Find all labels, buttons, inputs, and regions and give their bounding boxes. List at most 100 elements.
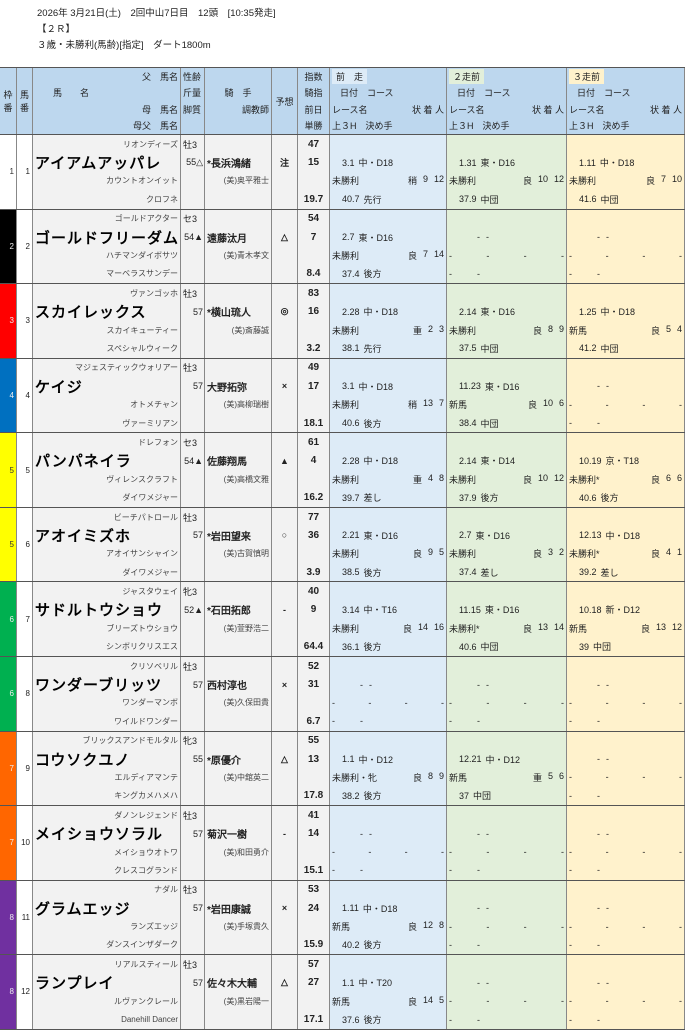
finish-position: 10: [542, 398, 553, 409]
empty-mark: -: [597, 679, 600, 690]
past-race-l3f-style: 40.6 後方: [330, 413, 447, 433]
empty-mark: -: [678, 847, 682, 858]
empty-race-line: --: [567, 935, 685, 955]
past-race-date-course: 12.13 中・D18: [567, 526, 685, 545]
header-race-name: レース名: [449, 104, 485, 115]
jockey-name[interactable]: *長浜鴻緒: [205, 153, 272, 172]
race-name: 新馬: [449, 400, 468, 411]
empty-race-line: --: [447, 861, 567, 880]
empty-mark: -: [486, 697, 490, 708]
last-3f: 40.7: [342, 194, 360, 205]
race-name: 未勝利*: [569, 474, 600, 485]
empty-mark: -: [678, 772, 682, 783]
jockey-name[interactable]: *石田拓郎: [205, 600, 272, 620]
jockey-name[interactable]: *岩田康誠: [205, 899, 272, 918]
popularity: 9: [558, 323, 564, 334]
trainer-name: (美)萱野浩二: [205, 619, 272, 638]
past-race-l3f-style: 41.6 中団: [567, 190, 685, 209]
past-race-l3f-style: 40.7 先行: [330, 190, 447, 209]
past-race-l3f-style: 39.2 差し: [567, 562, 685, 582]
prev-day-odds: [298, 320, 330, 340]
spacer: [181, 935, 205, 955]
finish-position: 14: [422, 994, 433, 1005]
empty-mark: -: [597, 828, 600, 839]
popularity: 9: [438, 770, 444, 781]
empty-mark: -: [486, 977, 489, 988]
spacer: [330, 656, 447, 676]
empty-mark: -: [642, 697, 646, 708]
empty-race-line: --: [447, 227, 567, 247]
sire-name: ナダル: [33, 880, 181, 900]
spacer: [272, 395, 298, 414]
popularity: 7: [438, 398, 444, 409]
finish-position: 9: [422, 174, 428, 185]
jockey-name[interactable]: 遠藤汰月: [205, 227, 272, 247]
horse-name[interactable]: パンパネイラ: [33, 451, 181, 471]
race-course: 東・D16: [358, 232, 394, 243]
last-3f: 37.9: [459, 194, 477, 205]
dam-name: スカイキューティー: [33, 320, 181, 340]
empty-mark: -: [486, 903, 489, 914]
running-style: 後方: [363, 269, 382, 280]
sex-age: 牡3: [181, 358, 205, 378]
empty-race-line: --: [567, 973, 685, 992]
win-odds: 17.1: [298, 1010, 330, 1029]
jockey-name[interactable]: 大野拓弥: [205, 377, 272, 396]
jockey-name[interactable]: 佐藤翔馬: [205, 451, 272, 471]
empty-mark: -: [560, 250, 564, 261]
frame-number: 5: [0, 433, 17, 507]
spacer: [447, 284, 567, 303]
spacer: [205, 806, 272, 825]
last-3f: 41.6: [579, 194, 597, 205]
empty-mark: -: [523, 921, 527, 932]
spacer: [181, 339, 205, 358]
empty-mark: -: [332, 865, 335, 876]
horse-name[interactable]: スカイレックス: [33, 302, 181, 321]
spacer: [447, 731, 567, 750]
track-condition: 良: [402, 623, 412, 634]
prediction-mark: -: [272, 824, 298, 843]
horse-name[interactable]: アイアムアッパレ: [33, 153, 181, 172]
past-race-date-course: 12.21 中・D12: [447, 749, 567, 769]
horse-name[interactable]: ランプレイ: [33, 973, 181, 992]
empty-mark: -: [477, 977, 480, 988]
trainer-name: (美)古賀慎明: [205, 544, 272, 563]
jockey-name[interactable]: *横山琉人: [205, 302, 272, 321]
header-cond-fin-pop: 状 着 人: [531, 104, 564, 115]
horse-name[interactable]: サドルトウショウ: [33, 600, 181, 620]
popularity: 1: [676, 547, 682, 558]
horse-name[interactable]: ケイジ: [33, 377, 181, 396]
spacer: [181, 488, 205, 507]
past-race-date-course: 2.14 東・D14: [447, 451, 567, 471]
popularity: 12: [433, 174, 444, 185]
sire-name: ビーチパトロール: [33, 507, 181, 527]
prev-day-odds: [298, 246, 330, 265]
jockey-name[interactable]: 西村淳也: [205, 675, 272, 694]
horse-name[interactable]: ワンダーブリッツ: [33, 675, 181, 694]
frame-number: 1: [0, 135, 17, 209]
horse-name[interactable]: アオイミズホ: [33, 526, 181, 545]
jockey-name[interactable]: *原優介: [205, 749, 272, 769]
horse-name[interactable]: ゴールドフリーダム: [33, 227, 181, 247]
track-condition: 良: [522, 474, 532, 485]
style-empty: [181, 693, 205, 713]
running-style: 差し: [600, 567, 619, 578]
track-condition: 良: [407, 251, 417, 262]
jockey-name[interactable]: *岩田望来: [205, 526, 272, 545]
last-3f: 38.5: [342, 567, 360, 578]
horse-row: 5 5 ドレフォン パンパネイラ ヴィレンスクラフト ダイワメジャー セ3 54▲ 佐藤翔馬 (美…: [0, 433, 685, 508]
horse-name[interactable]: メイショウソラル: [33, 824, 181, 843]
horse-name[interactable]: コウソクユノ: [33, 749, 181, 769]
jockey-name[interactable]: 佐々木大輔: [205, 973, 272, 992]
header-weight: 斤量: [181, 84, 205, 101]
spacer: [205, 413, 272, 433]
horse-name[interactable]: グラムエッジ: [33, 899, 181, 918]
frame-number: 8: [0, 880, 17, 955]
empty-mark: -: [569, 697, 572, 708]
empty-mark: -: [449, 697, 452, 708]
horse-row: 8 12 リアルスティール ランプレイ ルヴァンクレール Danehill Dancer 牡…: [0, 955, 685, 1030]
jockey-name[interactable]: 菊沢一樹: [205, 824, 272, 843]
past-race-result: 新馬 良 12 8: [330, 917, 447, 936]
prev-day-odds: [298, 768, 330, 787]
empty-mark: -: [642, 250, 646, 261]
